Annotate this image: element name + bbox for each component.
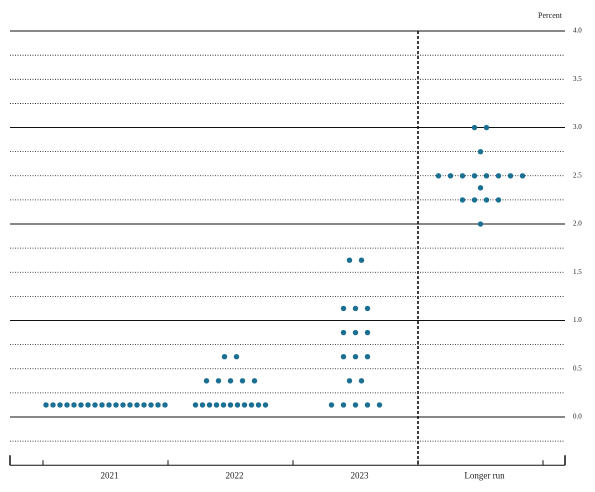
- dot: [364, 305, 371, 312]
- dot: [192, 402, 199, 408]
- dot: [92, 402, 98, 408]
- dot: [99, 402, 105, 408]
- dot: [358, 257, 365, 263]
- x-tick-label: 2022: [226, 470, 244, 480]
- dot: [148, 402, 154, 408]
- y-tick-label: 0.0: [573, 413, 582, 421]
- dot: [346, 378, 353, 384]
- dot: [220, 402, 227, 408]
- dot: [213, 402, 220, 408]
- dot: [85, 402, 91, 408]
- dot: [255, 402, 262, 408]
- dot: [364, 402, 371, 408]
- dot: [215, 378, 222, 384]
- dot: [50, 402, 56, 408]
- dot: [459, 197, 466, 203]
- y-tick-label: 2.5: [573, 171, 582, 179]
- dot: [113, 402, 119, 408]
- dot: [495, 173, 502, 179]
- dot: [477, 185, 484, 191]
- dot: [352, 305, 359, 312]
- dot: [120, 402, 126, 408]
- dot: [477, 221, 484, 227]
- dot: [459, 173, 466, 179]
- dot: [127, 402, 133, 408]
- dot: [241, 402, 248, 408]
- dot: [234, 402, 241, 408]
- dot: [239, 378, 246, 384]
- dot: [352, 402, 359, 408]
- dot: [471, 124, 478, 131]
- dot: [206, 402, 213, 408]
- y-tick-label: 3.0: [573, 123, 582, 131]
- dot: [262, 402, 269, 408]
- dot: [519, 173, 526, 179]
- dot: [352, 353, 359, 360]
- dot: [227, 402, 234, 408]
- dot: [248, 402, 255, 408]
- y-tick-label: 1.0: [573, 316, 582, 324]
- y-tick-label: 1.5: [573, 268, 582, 276]
- y-tick-label: 3.5: [573, 75, 582, 83]
- dot: [162, 402, 168, 408]
- dot: [64, 402, 70, 408]
- y-tick-label: 0.5: [573, 364, 582, 372]
- dot: [328, 402, 335, 408]
- dot: [106, 402, 112, 408]
- dot: [364, 329, 371, 336]
- dot: [495, 197, 502, 203]
- dot: [435, 173, 442, 179]
- x-tick-label: Longer run: [464, 470, 505, 480]
- dot: [346, 257, 353, 263]
- dot: [340, 305, 347, 312]
- dot: [340, 329, 347, 336]
- dot: [483, 124, 490, 131]
- dot: [71, 402, 77, 408]
- dot: [352, 329, 359, 336]
- dot: [471, 197, 478, 203]
- dot: [358, 378, 365, 384]
- dot: [141, 402, 147, 408]
- dot: [155, 402, 161, 408]
- dot: [471, 173, 478, 179]
- dot: [78, 402, 84, 408]
- y-axis-label: Percent: [538, 11, 563, 20]
- dot: [483, 173, 490, 179]
- dot: [447, 173, 454, 179]
- dot: [251, 378, 258, 384]
- dot: [134, 402, 140, 408]
- dot: [376, 402, 383, 408]
- dot: [221, 353, 228, 360]
- dot: [199, 402, 206, 408]
- y-tick-label: 4.0: [573, 27, 582, 35]
- x-tick-label: 2021: [101, 470, 119, 480]
- dot: [43, 402, 49, 408]
- dot: [477, 148, 484, 155]
- dot: [340, 402, 347, 408]
- dot: [483, 197, 490, 203]
- dot: [364, 353, 371, 360]
- dot: [340, 353, 347, 360]
- x-tick-label: 2023: [351, 470, 370, 480]
- y-tick-label: 2.0: [573, 220, 582, 228]
- dot: [203, 378, 210, 384]
- dot: [233, 353, 240, 360]
- dot: [57, 402, 63, 408]
- dot: [507, 173, 514, 179]
- dot: [227, 378, 234, 384]
